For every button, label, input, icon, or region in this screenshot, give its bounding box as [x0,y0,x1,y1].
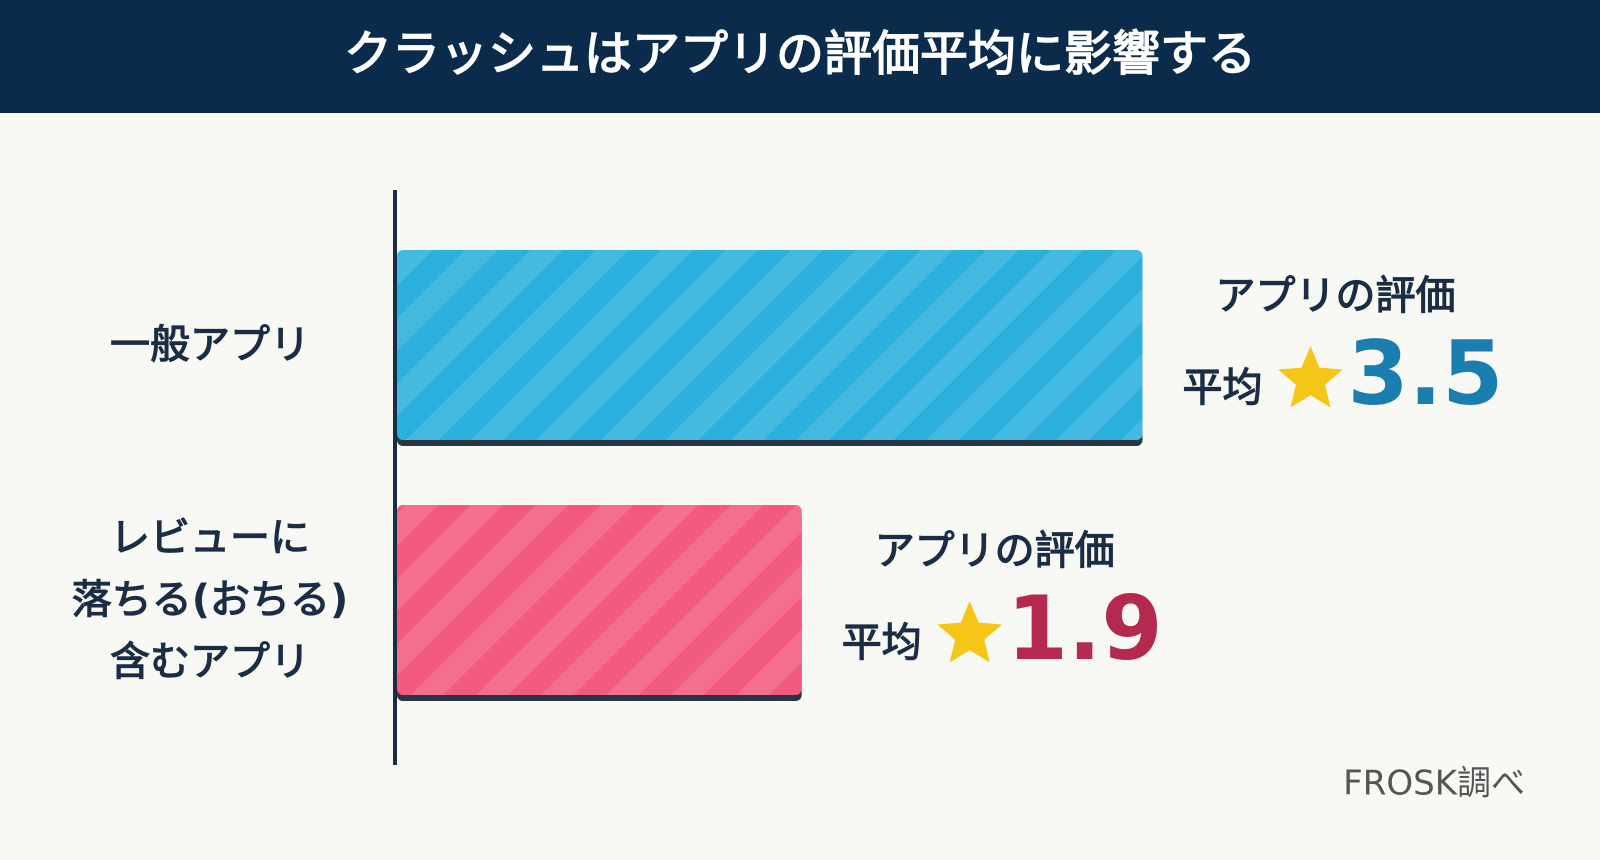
category-label: 一般アプリ [110,322,310,368]
category-label: レビューに 落ちる(おちる) 含むアプリ [71,515,349,685]
source: FROSK調べ [1343,764,1525,804]
value-label: 1.9 [1007,577,1163,680]
chart-title: クラッシュはアプリの評価平均に影響する [344,26,1256,82]
bar-stripes [397,250,1143,440]
value-prefix: 平均 [1183,365,1263,411]
star-icon [937,601,1002,663]
header-bar [0,0,1600,113]
bar-stripes [397,505,802,695]
value-caption: アプリの評価 [875,528,1115,574]
value-label: 3.5 [1348,322,1504,425]
value-caption: アプリの評価 [1216,273,1456,319]
star-icon [1278,346,1343,408]
value-prefix: 平均 [842,620,922,666]
